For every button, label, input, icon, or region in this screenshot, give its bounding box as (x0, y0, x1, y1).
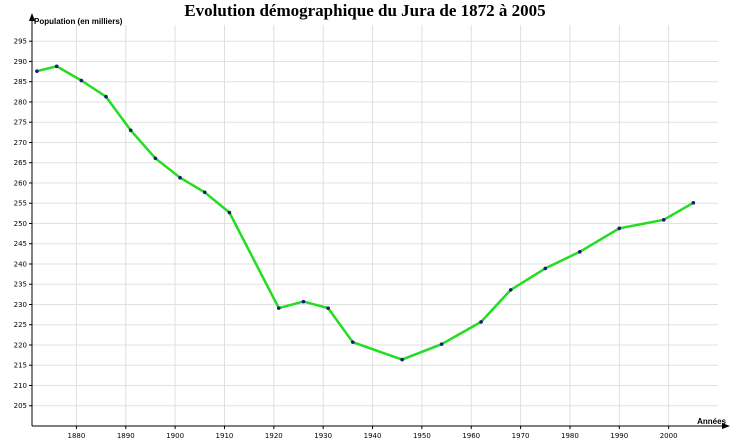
series-line (36, 65, 694, 361)
y-tick-label: 285 (14, 78, 27, 86)
y-tick-label: 215 (14, 362, 27, 370)
x-tick-label: 1980 (561, 432, 579, 440)
y-tick-label: 275 (14, 119, 27, 127)
data-point (543, 266, 548, 271)
y-tick-label: 210 (14, 382, 27, 390)
y-tick-label: 255 (14, 200, 27, 208)
x-tick-label: 1900 (166, 432, 184, 440)
y-tick-label: 290 (14, 58, 27, 66)
x-axis-label: Années (697, 417, 726, 426)
x-tick-label: 1920 (265, 432, 283, 440)
x-tick-label: 1940 (364, 432, 382, 440)
y-tick-label: 270 (14, 139, 27, 147)
x-tick-label: 1960 (462, 432, 480, 440)
chart-title: Evolution démographique du Jura de 1872 … (184, 1, 546, 20)
x-tick-label: 2000 (660, 432, 678, 440)
data-point (661, 218, 666, 222)
data-point (350, 340, 355, 344)
y-axis-arrow (29, 13, 35, 21)
data-point (479, 320, 483, 324)
y-tick-label: 225 (14, 321, 27, 329)
data-point (202, 190, 207, 195)
data-point (153, 156, 158, 161)
data-point (79, 78, 84, 83)
data-point (400, 357, 404, 362)
y-tick-label: 280 (14, 98, 27, 106)
y-tick-label: 230 (14, 301, 27, 309)
y-tick-label: 250 (14, 220, 27, 228)
data-point (35, 69, 39, 73)
data-point (617, 226, 622, 231)
y-tick-label: 240 (14, 260, 27, 268)
y-tick-label: 260 (14, 179, 27, 187)
data-point (178, 175, 182, 180)
data-point (326, 306, 330, 310)
y-tick-label: 265 (14, 159, 27, 167)
y-axis-label: Population (en milliers) (34, 17, 123, 26)
data-point (439, 342, 444, 346)
x-tick-label: 1890 (117, 432, 135, 440)
x-tick-label: 1930 (314, 432, 332, 440)
data-point (578, 250, 582, 254)
x-axis-arrow (722, 423, 730, 429)
x-tick-label: 1990 (610, 432, 628, 440)
x-tick-label: 1880 (68, 432, 86, 440)
x-tick-label: 1970 (512, 432, 530, 440)
y-tick-label: 205 (14, 402, 27, 410)
data-point (301, 299, 306, 304)
y-tick-label: 245 (14, 240, 27, 248)
y-tick-label: 220 (14, 341, 27, 349)
x-tick-label: 1910 (216, 432, 234, 440)
data-point (508, 288, 513, 292)
data-point (128, 128, 133, 133)
data-point (54, 64, 59, 69)
data-point (691, 201, 696, 205)
y-tick-label: 295 (14, 38, 27, 46)
data-point (276, 306, 281, 310)
data-point (227, 210, 232, 215)
x-tick-label: 1950 (413, 432, 431, 440)
y-tick-label: 235 (14, 281, 27, 289)
data-point (104, 94, 108, 99)
